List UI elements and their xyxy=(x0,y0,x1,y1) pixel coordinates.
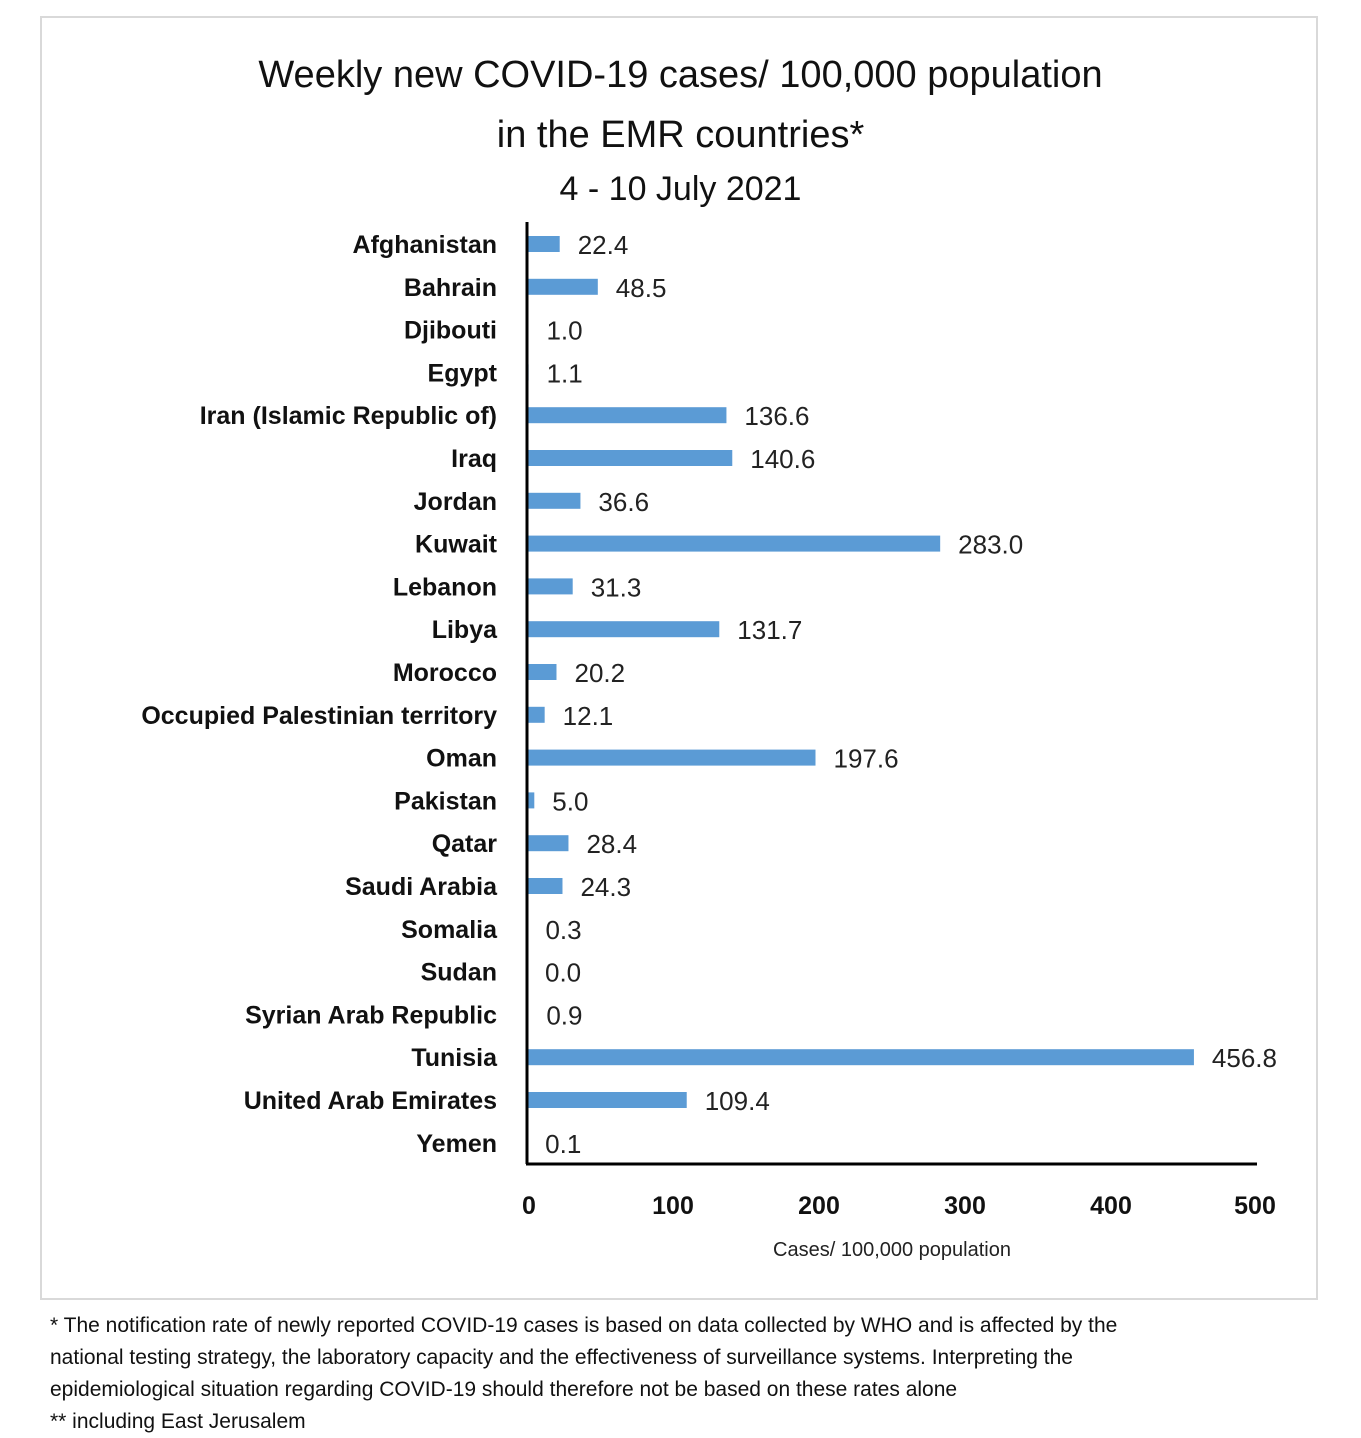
bar xyxy=(527,750,815,766)
data-label: 20.2 xyxy=(574,658,625,688)
category-label: Iraq xyxy=(451,445,497,473)
category-label: Saudi Arabia xyxy=(345,873,498,901)
data-label: 283.0 xyxy=(958,530,1023,560)
bar xyxy=(527,536,940,552)
bar xyxy=(527,1092,687,1108)
bar xyxy=(527,407,726,423)
data-label: 12.1 xyxy=(563,701,614,731)
category-label: Kuwait xyxy=(415,531,498,559)
category-label: Morocco xyxy=(393,659,497,687)
data-label: 0.1 xyxy=(545,1129,581,1159)
x-tick-label: 300 xyxy=(944,1192,986,1220)
data-label: 197.6 xyxy=(833,744,898,774)
x-axis-label: Cases/ 100,000 population xyxy=(773,1239,1011,1261)
bar xyxy=(527,664,556,680)
bar xyxy=(527,1049,1194,1065)
data-label: 140.6 xyxy=(750,444,815,474)
category-label: Somalia xyxy=(401,916,498,944)
data-label: 36.6 xyxy=(598,487,649,517)
data-label: 456.8 xyxy=(1212,1043,1277,1073)
category-label: Egypt xyxy=(428,359,498,387)
bars-layer: Afghanistan 22.4 Bahrain 48.5 Djibouti 1.0 Egy… xyxy=(141,230,1277,1159)
data-label: 48.5 xyxy=(616,273,667,303)
category-label: Afghanistan xyxy=(353,231,497,259)
category-label: Oman xyxy=(426,745,497,773)
bar xyxy=(527,236,560,252)
footnote-line: * The notification rate of newly reporte… xyxy=(50,1310,1340,1342)
data-label: 31.3 xyxy=(591,572,642,602)
data-label: 0.0 xyxy=(545,958,581,988)
category-label: Sudan xyxy=(421,959,497,987)
bar xyxy=(527,835,568,851)
footnote-line: epidemiological situation regarding COVI… xyxy=(50,1374,1340,1406)
x-ticks-layer: 0 100 200 300 400 500 xyxy=(522,1192,1276,1220)
data-label: 131.7 xyxy=(737,615,802,645)
category-label: Bahrain xyxy=(404,274,497,302)
category-label: Djibouti xyxy=(404,317,497,345)
bar xyxy=(527,878,562,894)
x-tick-label: 400 xyxy=(1090,1192,1132,1220)
footnote-line: national testing strategy, the laborator… xyxy=(50,1342,1340,1374)
category-label: Pakistan xyxy=(394,787,497,815)
data-label: 0.3 xyxy=(545,915,581,945)
data-label: 136.6 xyxy=(744,401,809,431)
data-label: 1.0 xyxy=(546,316,582,346)
category-label: Lebanon xyxy=(393,573,497,601)
bar xyxy=(527,279,598,295)
data-label: 109.4 xyxy=(705,1086,770,1116)
data-label: 5.0 xyxy=(552,786,588,816)
x-tick-label: 500 xyxy=(1234,1192,1276,1220)
footnotes: * The notification rate of newly reporte… xyxy=(50,1310,1340,1438)
category-label: Iran (Islamic Republic of) xyxy=(200,402,497,430)
data-label: 1.1 xyxy=(547,358,583,388)
data-label: 24.3 xyxy=(580,872,631,902)
category-label: United Arab Emirates xyxy=(244,1087,497,1115)
category-label: Occupied Palestinian territory xyxy=(141,702,497,730)
bar xyxy=(527,621,719,637)
x-tick-label: 100 xyxy=(652,1192,694,1220)
bar xyxy=(527,493,580,509)
x-tick-label: 200 xyxy=(798,1192,840,1220)
data-label: 22.4 xyxy=(578,230,629,260)
category-label: Qatar xyxy=(432,830,498,858)
bar xyxy=(527,578,573,594)
category-label: Jordan xyxy=(414,488,497,516)
bar-chart: Afghanistan 22.4 Bahrain 48.5 Djibouti 1.0 Egy… xyxy=(0,0,1361,1300)
category-label: Libya xyxy=(432,616,498,644)
x-tick-label: 0 xyxy=(522,1192,536,1220)
category-label: Yemen xyxy=(416,1130,497,1158)
footnote-line: ** including East Jerusalem xyxy=(50,1406,1340,1438)
data-label: 0.9 xyxy=(546,1000,582,1030)
category-label: Syrian Arab Republic xyxy=(245,1001,497,1029)
category-label: Tunisia xyxy=(411,1044,498,1072)
data-label: 28.4 xyxy=(586,829,637,859)
bar xyxy=(527,450,732,466)
bar xyxy=(527,707,545,723)
